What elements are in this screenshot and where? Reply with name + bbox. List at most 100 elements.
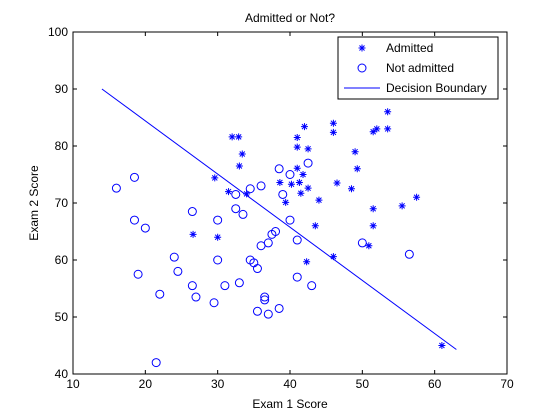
admitted-point bbox=[276, 178, 284, 186]
admitted-point bbox=[384, 108, 392, 116]
admitted-point bbox=[311, 222, 319, 230]
not-admitted-point bbox=[274, 164, 284, 174]
admitted-point bbox=[304, 184, 312, 192]
not-admitted-point bbox=[292, 235, 302, 245]
admitted-point bbox=[303, 258, 311, 266]
admitted-point bbox=[329, 128, 337, 136]
not-admitted-point bbox=[173, 266, 183, 276]
y-tick-label: 80 bbox=[55, 139, 69, 153]
x-axis-label: Exam 1 Score bbox=[252, 397, 328, 411]
y-tick-label: 90 bbox=[55, 82, 69, 96]
not-admitted-point bbox=[133, 269, 143, 279]
admitted-point bbox=[398, 202, 406, 210]
legend-label: Decision Boundary bbox=[386, 81, 487, 95]
chart-title: Admitted or Not? bbox=[245, 11, 335, 25]
legend-label: Not admitted bbox=[386, 61, 454, 75]
admitted-point bbox=[300, 123, 308, 131]
not-admitted-point bbox=[213, 255, 223, 265]
y-tick-label: 60 bbox=[55, 253, 69, 267]
not-admitted-point bbox=[307, 281, 317, 291]
not-admitted-point bbox=[263, 238, 273, 248]
not-admitted-point bbox=[252, 264, 262, 274]
not-admitted-point bbox=[220, 281, 230, 291]
admitted-point bbox=[304, 145, 312, 153]
not-admitted-point bbox=[234, 278, 244, 288]
not-admitted-point bbox=[191, 292, 201, 302]
admitted-point bbox=[225, 188, 233, 196]
admitted-point bbox=[243, 190, 251, 198]
x-tick-label: 30 bbox=[211, 377, 225, 391]
admitted-point bbox=[297, 189, 305, 197]
legend-not-admitted-symbol bbox=[357, 63, 367, 73]
not-admitted-point bbox=[209, 298, 219, 308]
not-admitted-point bbox=[260, 292, 270, 302]
legend: Admitted Not admitted Decision Boundary bbox=[337, 36, 499, 100]
admitted-point bbox=[315, 196, 323, 204]
x-tick-label: 70 bbox=[500, 377, 514, 391]
not-admitted-point bbox=[140, 223, 150, 233]
admitted-point bbox=[189, 230, 197, 238]
x-tick-label: 50 bbox=[356, 377, 370, 391]
admitted-point bbox=[373, 125, 381, 133]
admitted-point bbox=[369, 205, 377, 213]
not-admitted-point bbox=[357, 238, 367, 248]
x-tick-label: 20 bbox=[139, 377, 153, 391]
admitted-point bbox=[238, 150, 246, 158]
admitted-point bbox=[329, 253, 337, 261]
not-admitted-point bbox=[285, 215, 295, 225]
admitted-point bbox=[353, 165, 361, 173]
admitted-point bbox=[235, 133, 243, 141]
admitted-point bbox=[295, 178, 303, 186]
not-admitted-point bbox=[271, 227, 281, 236]
not-admitted-point bbox=[285, 170, 295, 179]
admitted-point bbox=[351, 148, 359, 156]
admitted-point bbox=[293, 164, 301, 172]
not-admitted-point bbox=[231, 189, 241, 199]
admitted-point bbox=[369, 222, 377, 230]
admitted-point bbox=[369, 128, 377, 136]
not-admitted-point bbox=[278, 189, 288, 199]
not-admitted-point bbox=[129, 215, 139, 225]
admitted-point bbox=[293, 143, 301, 151]
admitted-point bbox=[293, 133, 301, 141]
y-tick-label: 40 bbox=[55, 367, 69, 381]
not-admitted-point bbox=[169, 252, 179, 262]
admitted-point bbox=[333, 179, 341, 187]
not-admitted-point bbox=[213, 215, 223, 225]
data-marks bbox=[101, 88, 457, 368]
admitted-point bbox=[413, 193, 421, 201]
decision-boundary-line bbox=[101, 88, 457, 350]
not-admitted-point bbox=[155, 289, 165, 299]
not-admitted-point bbox=[303, 158, 313, 168]
axis-ticks: 10 20 30 40 50 60 70 40 50 60 70 80 90 100 bbox=[48, 25, 514, 391]
not-admitted-point bbox=[292, 272, 302, 282]
not-admitted-point bbox=[111, 183, 121, 193]
not-admitted-point bbox=[187, 281, 197, 291]
y-tick-label: 50 bbox=[55, 310, 69, 324]
x-tick-label: 40 bbox=[283, 377, 297, 391]
admitted-point bbox=[235, 162, 243, 170]
y-axis-label: Exam 2 Score bbox=[27, 165, 41, 241]
not-admitted-point bbox=[245, 184, 255, 194]
admitted-point bbox=[365, 242, 373, 250]
not-admitted-point bbox=[256, 181, 266, 191]
y-tick-label: 100 bbox=[48, 25, 68, 39]
not-admitted-point bbox=[274, 303, 284, 313]
admitted-point bbox=[228, 133, 236, 141]
not-admitted-point bbox=[260, 295, 270, 305]
not-admitted-point bbox=[151, 358, 161, 368]
x-tick-label: 60 bbox=[428, 377, 442, 391]
x-tick-label: 10 bbox=[66, 377, 80, 391]
admitted-point bbox=[214, 233, 222, 241]
admitted-point bbox=[282, 198, 290, 206]
admitted-point bbox=[347, 185, 355, 193]
legend-admitted-symbol bbox=[358, 44, 366, 52]
admitted-point bbox=[287, 180, 295, 188]
not-admitted-point bbox=[187, 207, 197, 217]
not-admitted-point bbox=[252, 306, 262, 316]
not-admitted-point bbox=[238, 209, 248, 219]
admitted-point bbox=[211, 174, 219, 182]
legend-label: Admitted bbox=[386, 41, 433, 55]
admitted-point bbox=[438, 342, 446, 349]
